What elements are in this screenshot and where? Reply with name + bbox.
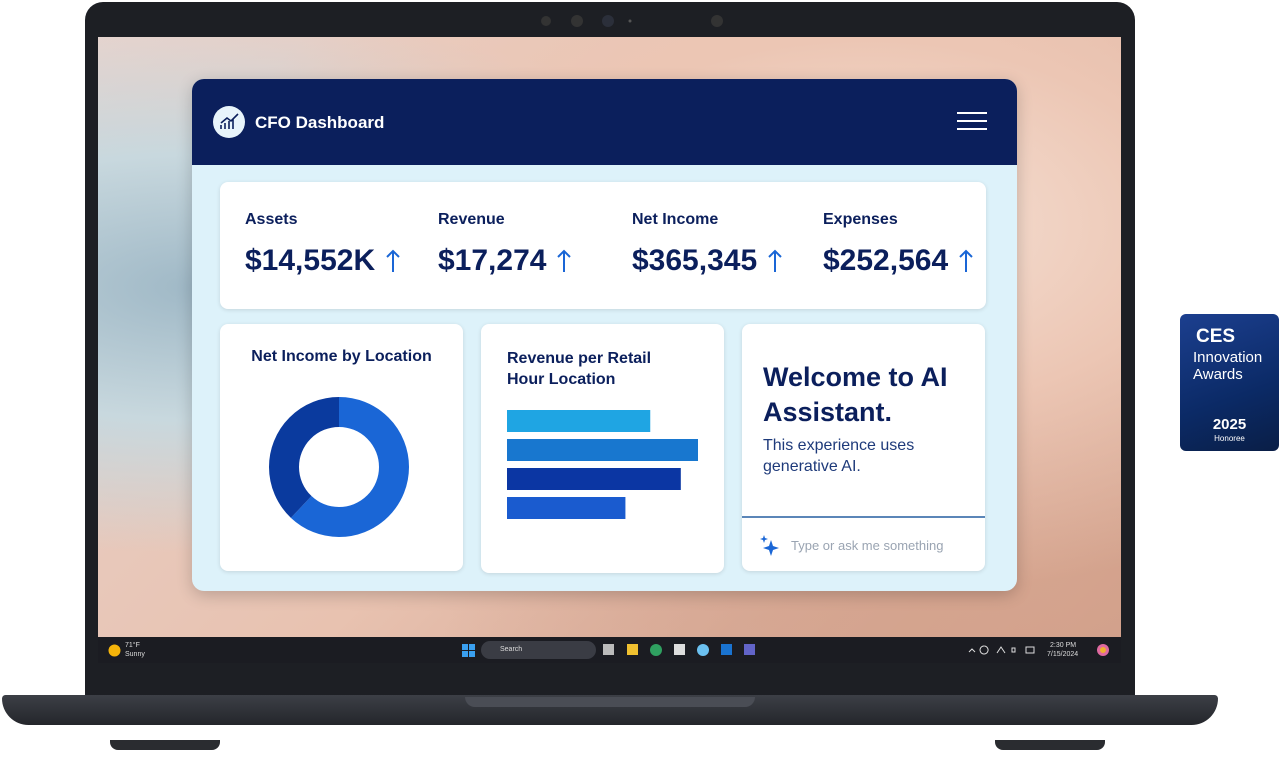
sparkle-icon [760, 535, 779, 556]
bar [507, 410, 651, 432]
donut-chart [269, 397, 409, 537]
trend-arrow [959, 249, 973, 272]
arrow-path [959, 249, 973, 272]
webcam-icons [541, 15, 723, 27]
kpi-card: Assets $14,552K Revenue $17,274 Net Income $3… [220, 182, 986, 309]
trend-arrow [768, 249, 782, 272]
kpi-number: $365,345 [632, 244, 758, 277]
taskbar: 71°F Sunny Search 2:30 PM 7/15/2024 [98, 637, 1121, 663]
kpi-label: Expenses [823, 211, 898, 228]
kpi-label: Assets [245, 211, 298, 228]
card-title: Net Income by Location [251, 348, 432, 365]
logo [213, 106, 245, 138]
badge-year: 2025 [1212, 416, 1247, 433]
donut-card: Net Income by Location [220, 324, 463, 571]
clock-date: 7/15/2024 [1047, 651, 1079, 658]
bar [507, 497, 626, 519]
tray-icons [968, 645, 1035, 655]
assistant-title: Welcome to AI Assistant. [763, 362, 948, 427]
arrow-path [557, 249, 572, 272]
donut-segment [269, 397, 409, 537]
kpi-number: $17,274 [438, 244, 547, 277]
kpi-number: $14,552K [245, 244, 376, 277]
badge-status: Honoree [1214, 434, 1245, 443]
bar-card: Revenue per Retail Hour Location [481, 324, 724, 573]
clock-time: 2:30 PM [1050, 642, 1077, 649]
taskbar-apps [603, 644, 755, 656]
divider [742, 516, 985, 518]
search-label: Search [500, 646, 523, 653]
weather: Sunny [125, 651, 145, 658]
header: CFO Dashboard [192, 79, 1017, 165]
weather-icon [108, 644, 121, 657]
badge-brand: CES [1196, 326, 1236, 347]
kpi-value: $365,345 [632, 244, 783, 278]
bar-chart [507, 410, 698, 519]
arrow-path [386, 249, 400, 272]
kpi-number: $252,564 [823, 244, 949, 277]
search-box[interactable]: Search [481, 641, 596, 659]
trend-arrow [557, 249, 572, 272]
app-title: CFO Dashboard [255, 113, 385, 132]
bar [507, 439, 698, 461]
kpi-value: $252,564 [823, 244, 974, 278]
kpi-value: $17,274 [438, 244, 572, 278]
temperature: 71°F [125, 642, 140, 649]
kpi-label: Net Income [632, 211, 719, 228]
card-title: Revenue per Retail Hour Location [507, 350, 652, 388]
arrow-path [768, 249, 782, 272]
badge-line: Innovation [1193, 349, 1263, 366]
menu-button[interactable] [956, 111, 988, 131]
kpi-value: $14,552K [245, 244, 401, 278]
trend-arrow [386, 249, 400, 272]
hinge-notch [465, 697, 755, 707]
assistant-text: This experience uses generative AI. [763, 437, 915, 475]
webcam [540, 14, 730, 28]
assistant-card: Welcome to AI Assistant. This experience… [742, 324, 985, 571]
badge-line: Awards [1193, 366, 1243, 383]
bar [507, 468, 681, 490]
start-button[interactable] [462, 644, 475, 657]
dashboard: CFO Dashboard Assets $14,552K Revenue $17,2… [192, 79, 1017, 591]
chat-input[interactable]: Type or ask me something [791, 538, 944, 553]
foot [110, 740, 220, 750]
foot [995, 740, 1105, 750]
ces-badge: CES Innovation Awards 2025 Honoree [1180, 314, 1279, 451]
copilot-icon[interactable] [1096, 643, 1110, 657]
screen: CFO Dashboard Assets $14,552K Revenue $17,2… [98, 37, 1121, 663]
kpi-label: Revenue [438, 211, 505, 228]
